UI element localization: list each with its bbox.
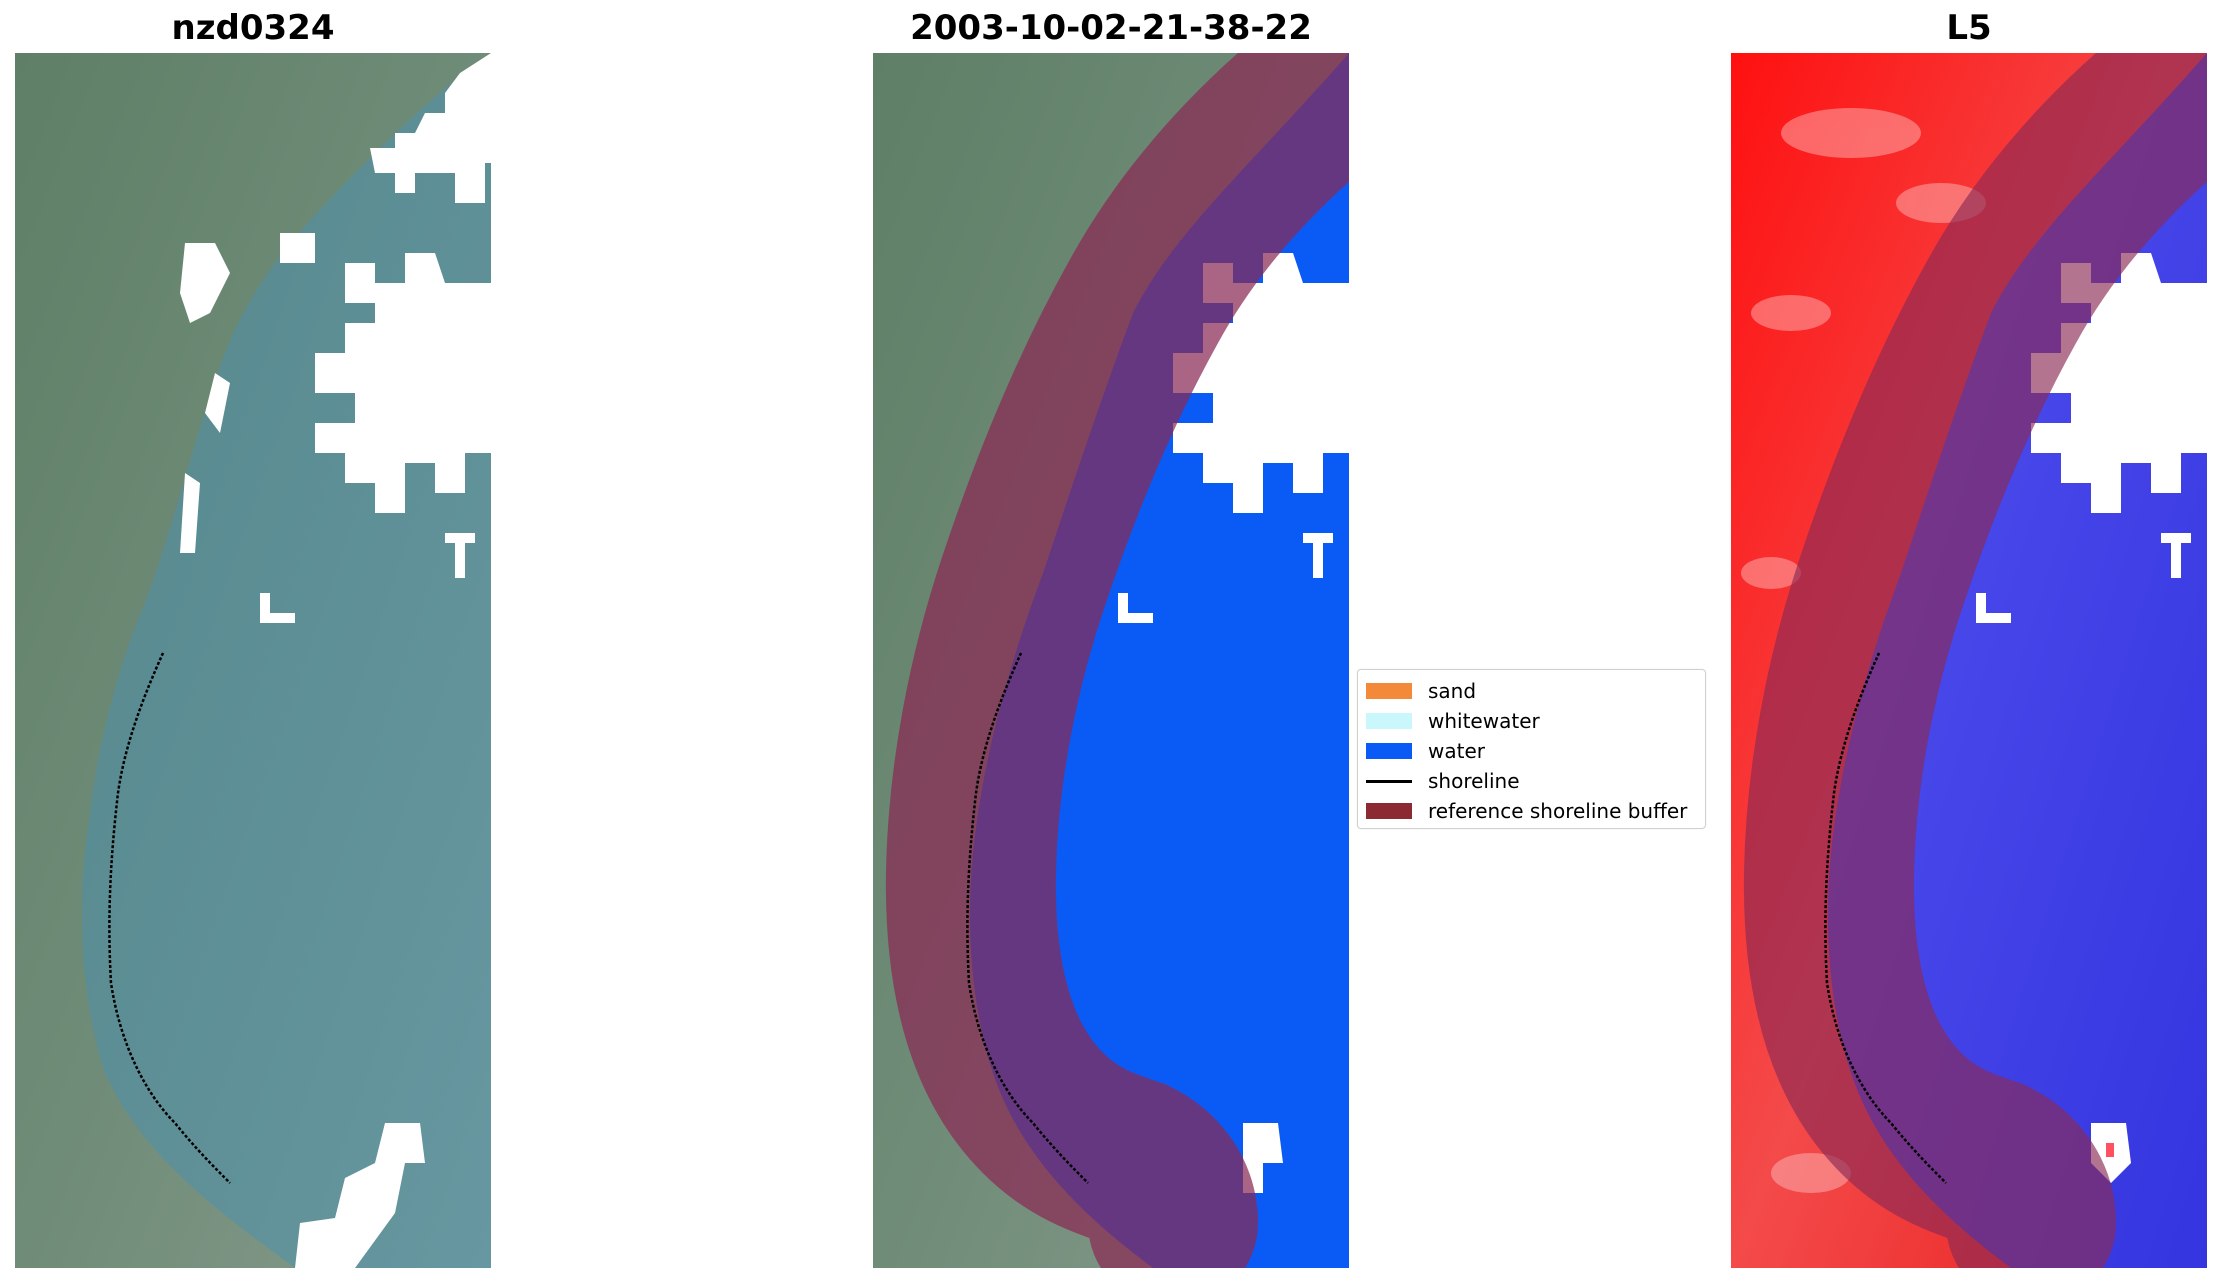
water-swatch bbox=[1366, 743, 1412, 759]
buffer-swatch bbox=[1366, 803, 1412, 819]
cloud-mask bbox=[1118, 253, 1349, 1193]
shoreline-swatch bbox=[1366, 779, 1412, 783]
legend-item-shoreline: shoreline bbox=[1366, 768, 1520, 794]
legend-label-whitewater: whitewater bbox=[1428, 709, 1540, 733]
cloud-mask bbox=[180, 53, 491, 1268]
legend-label-water: water bbox=[1428, 739, 1485, 763]
classified-image bbox=[873, 53, 1349, 1268]
land-texture bbox=[1741, 108, 1986, 1193]
index-image bbox=[1731, 53, 2207, 1268]
shoreline-line bbox=[108, 652, 231, 1184]
reference-shoreline-buffer bbox=[1743, 53, 2207, 1268]
rgb-image-panel bbox=[15, 53, 491, 1268]
classified-image-panel bbox=[873, 53, 1349, 1268]
whitewater-swatch bbox=[1366, 713, 1412, 729]
legend-item-water: water bbox=[1366, 738, 1485, 764]
rgb-image bbox=[15, 53, 491, 1268]
legend-label-sand: sand bbox=[1428, 679, 1477, 703]
sand-swatch bbox=[1366, 683, 1412, 699]
legend-item-sand: sand bbox=[1366, 678, 1476, 704]
cloud-mask-center bbox=[2106, 1143, 2114, 1157]
legend-label-buffer: reference shoreline buffer bbox=[1428, 799, 1688, 823]
legend-label-shoreline: shoreline bbox=[1428, 769, 1520, 793]
reference-shoreline-buffer bbox=[885, 53, 1349, 1268]
cloud-mask bbox=[1976, 253, 2207, 1183]
legend-item-buffer: reference shoreline buffer bbox=[1366, 798, 1687, 824]
shoreline-line bbox=[966, 652, 1089, 1184]
legend-item-whitewater: whitewater bbox=[1366, 708, 1540, 734]
panel-title-index: L5 bbox=[1946, 8, 1992, 48]
panel-title-rgb: nzd0324 bbox=[171, 8, 335, 48]
shoreline-line bbox=[1824, 652, 1947, 1184]
panel-title-classified: 2003-10-02-21-38-22 bbox=[910, 8, 1312, 48]
index-image-panel bbox=[1731, 53, 2207, 1268]
legend: sand whitewater water shoreline referenc… bbox=[1357, 669, 1706, 829]
